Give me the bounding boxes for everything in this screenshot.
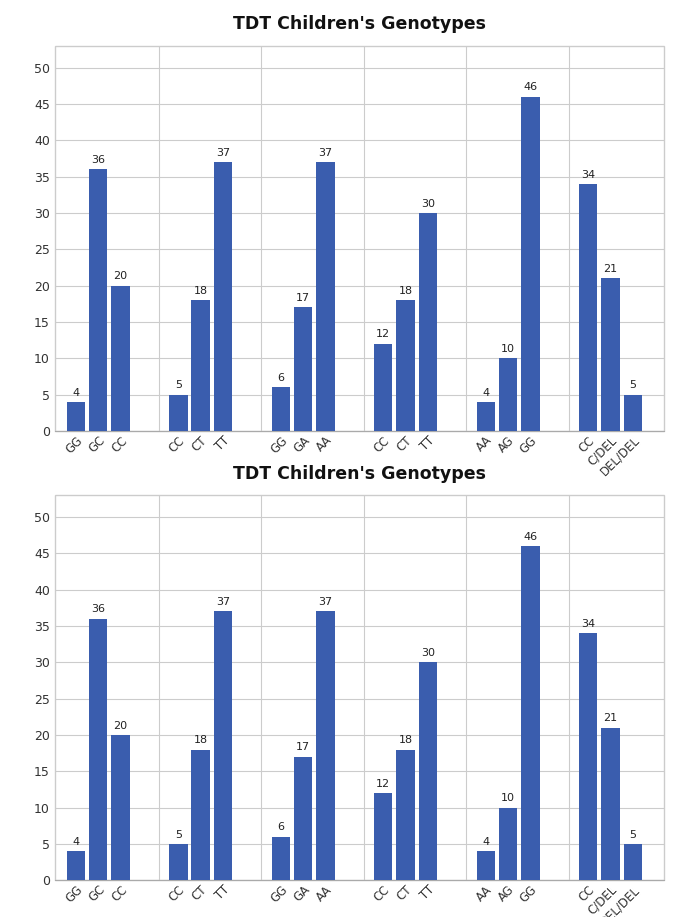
Text: 37: 37: [216, 597, 230, 607]
Bar: [89, 619, 108, 880]
Bar: [499, 359, 517, 431]
Bar: [579, 634, 597, 880]
Bar: [294, 307, 312, 431]
Bar: [271, 836, 290, 880]
Bar: [214, 162, 232, 431]
Text: 46: 46: [523, 83, 538, 93]
Bar: [419, 213, 437, 431]
Bar: [66, 851, 85, 880]
Bar: [499, 808, 517, 880]
Bar: [111, 286, 129, 431]
Text: 37: 37: [319, 148, 332, 158]
Bar: [477, 851, 495, 880]
Bar: [579, 184, 597, 431]
Bar: [374, 793, 393, 880]
Bar: [624, 394, 642, 431]
Bar: [397, 300, 415, 431]
Text: 5: 5: [175, 830, 182, 840]
Text: 37: 37: [319, 597, 332, 607]
Text: 12: 12: [376, 779, 390, 789]
Text: 10: 10: [501, 344, 515, 354]
Bar: [316, 612, 335, 880]
Text: 5: 5: [175, 381, 182, 391]
Text: 5: 5: [630, 381, 636, 391]
Text: 17: 17: [296, 293, 310, 304]
Text: 21: 21: [603, 264, 618, 274]
Title: TDT Children's Genotypes: TDT Children's Genotypes: [233, 465, 486, 482]
Text: 18: 18: [194, 286, 208, 296]
Text: 37: 37: [216, 148, 230, 158]
Text: 10: 10: [501, 793, 515, 803]
Text: 36: 36: [91, 604, 105, 614]
Text: RANK rs1805034
(C>T): RANK rs1805034 (C>T): [360, 578, 451, 599]
Text: 34: 34: [581, 170, 595, 180]
Text: 4: 4: [482, 388, 489, 398]
Text: 20: 20: [114, 721, 127, 731]
Bar: [624, 844, 642, 880]
Text: RANKL
rs2277438 (G>A): RANKL rs2277438 (G>A): [256, 578, 351, 599]
Text: 4: 4: [72, 837, 79, 847]
Text: 34: 34: [581, 619, 595, 629]
Text: 18: 18: [399, 286, 412, 296]
Text: 4: 4: [72, 388, 79, 398]
Bar: [89, 170, 108, 431]
Bar: [191, 300, 210, 431]
Bar: [397, 749, 415, 880]
Bar: [601, 728, 620, 880]
Bar: [66, 402, 85, 431]
Bar: [419, 662, 437, 880]
Text: 6: 6: [277, 373, 284, 383]
Text: 30: 30: [421, 648, 435, 658]
Text: 36: 36: [91, 155, 105, 165]
Text: 30: 30: [421, 199, 435, 209]
Text: 6: 6: [277, 823, 284, 833]
Text: 18: 18: [194, 735, 208, 746]
Text: OPG rs2073618
(G>C): OPG rs2073618 (G>C): [55, 578, 141, 599]
Text: 17: 17: [296, 743, 310, 753]
Text: 20: 20: [114, 271, 127, 282]
Text: 12: 12: [376, 329, 390, 339]
Text: 46: 46: [523, 532, 538, 542]
Bar: [169, 844, 188, 880]
Text: 5: 5: [630, 830, 636, 840]
Bar: [271, 387, 290, 431]
Text: 4: 4: [482, 837, 489, 847]
Bar: [169, 394, 188, 431]
Bar: [477, 402, 495, 431]
Bar: [316, 162, 335, 431]
Bar: [214, 612, 232, 880]
Text: RANK rs1245811
(A>G): RANK rs1245811 (A>G): [462, 578, 554, 599]
Bar: [294, 757, 312, 880]
Bar: [521, 546, 540, 880]
Bar: [191, 749, 210, 880]
Bar: [521, 96, 540, 431]
Text: 21: 21: [603, 713, 618, 724]
Bar: [111, 735, 129, 880]
Text: RANKL
rs9594782 (C>T): RANKL rs9594782 (C>T): [154, 578, 247, 599]
Text: 18: 18: [399, 735, 412, 746]
Title: TDT Children's Genotypes: TDT Children's Genotypes: [233, 16, 486, 33]
Bar: [374, 344, 393, 431]
Bar: [601, 279, 620, 431]
Text: RANK
rs75404003 (C>
DEL): RANK rs75404003 (C> DEL): [566, 578, 656, 611]
